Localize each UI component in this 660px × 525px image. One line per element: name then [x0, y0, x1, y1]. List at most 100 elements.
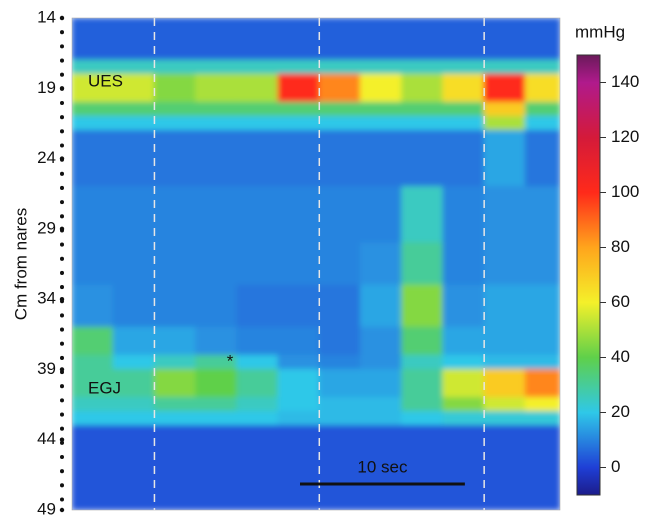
heat-cell [72, 242, 114, 285]
heat-cell [442, 369, 484, 398]
heat-cell [113, 116, 155, 131]
heat-cell [72, 130, 114, 187]
heat-cell [319, 186, 361, 243]
heat-cell [442, 130, 484, 187]
heat-cell [484, 60, 526, 75]
heat-cell [195, 130, 237, 187]
heat-cell [525, 18, 561, 61]
heat-cell [278, 130, 320, 187]
heat-cell [154, 355, 196, 370]
heat-cell [72, 116, 114, 131]
heat-cell [525, 102, 561, 117]
heat-cell [401, 355, 443, 370]
heat-cell [442, 186, 484, 243]
heat-cell [154, 242, 196, 285]
heat-cell [154, 60, 196, 75]
heat-cell [484, 285, 526, 328]
colorbar-tick-label: 40 [611, 347, 630, 366]
colorbar-tick-label: 60 [611, 292, 630, 311]
heat-cell [401, 411, 443, 426]
heat-cell [442, 397, 484, 412]
heat-cell [236, 327, 278, 356]
heat-cell [278, 327, 320, 356]
y-tick [60, 297, 64, 301]
heat-cell [525, 369, 561, 398]
heat-cell [113, 242, 155, 285]
heat-cell [154, 411, 196, 426]
heat-cell [195, 102, 237, 117]
heat-cell [236, 116, 278, 131]
heat-cell [319, 130, 361, 187]
heat-cell [195, 116, 237, 131]
heat-cell [401, 327, 443, 356]
heat-cell [154, 397, 196, 412]
heat-cell [319, 285, 361, 328]
heat-cell [319, 327, 361, 356]
heat-cell [401, 102, 443, 117]
heat-cell [360, 285, 402, 328]
heat-cell [442, 74, 484, 103]
heat-cell [525, 74, 561, 103]
y-tick [60, 508, 64, 512]
heat-cell [195, 397, 237, 412]
heat-cell [154, 186, 196, 243]
y-tick-label: 24 [37, 148, 56, 167]
annotation: EGJ [88, 378, 121, 397]
y-tick-label: 44 [37, 429, 56, 448]
heat-cell [525, 60, 561, 75]
heat-cell [113, 355, 155, 370]
y-tick [60, 86, 64, 90]
heat-cell [360, 397, 402, 412]
heat-cell [484, 242, 526, 285]
heat-cell [236, 411, 278, 426]
heat-cell [113, 285, 155, 328]
heat-cell [360, 74, 402, 103]
heat-cell [401, 425, 443, 510]
heat-cell [442, 242, 484, 285]
heat-cell [401, 18, 443, 61]
heat-cell [154, 102, 196, 117]
heat-cell [195, 186, 237, 243]
heat-cell [236, 130, 278, 187]
heat-cell [72, 327, 114, 356]
heat-cell [360, 102, 402, 117]
heat-cell [236, 18, 278, 61]
heat-cell [442, 116, 484, 131]
heat-cell [525, 186, 561, 243]
scale-bar-label: 10 sec [357, 457, 408, 476]
heat-cell [401, 186, 443, 243]
heat-cell [525, 242, 561, 285]
heat-cell [236, 355, 278, 370]
heat-cell [484, 130, 526, 187]
heat-cell [525, 130, 561, 187]
heat-cell [525, 355, 561, 370]
heat-cell [401, 242, 443, 285]
heat-cell [442, 285, 484, 328]
heat-cell [195, 18, 237, 61]
y-axis-label: Cm from nares [11, 208, 30, 320]
colorbar [577, 55, 600, 495]
heat-cell [442, 425, 484, 510]
y-tick [60, 156, 64, 160]
heat-cell [360, 411, 402, 426]
heat-cell [360, 369, 402, 398]
heat-cell [442, 102, 484, 117]
heat-cell [319, 411, 361, 426]
heat-cell [319, 60, 361, 75]
heat-cell [195, 425, 237, 510]
heat-cell [360, 186, 402, 243]
heat-cell [72, 18, 114, 61]
heat-cell [525, 411, 561, 426]
colorbar-tick-label: 20 [611, 402, 630, 421]
heat-cell [278, 74, 320, 103]
heat-cell [319, 102, 361, 117]
heat-cell [360, 242, 402, 285]
colorbar-tick-label: 120 [611, 127, 639, 146]
annotation: * [227, 351, 234, 370]
y-tick-label: 39 [37, 359, 56, 378]
heat-cell [484, 74, 526, 103]
heat-cell [484, 369, 526, 398]
heat-cell [113, 425, 155, 510]
heat-cell [154, 327, 196, 356]
